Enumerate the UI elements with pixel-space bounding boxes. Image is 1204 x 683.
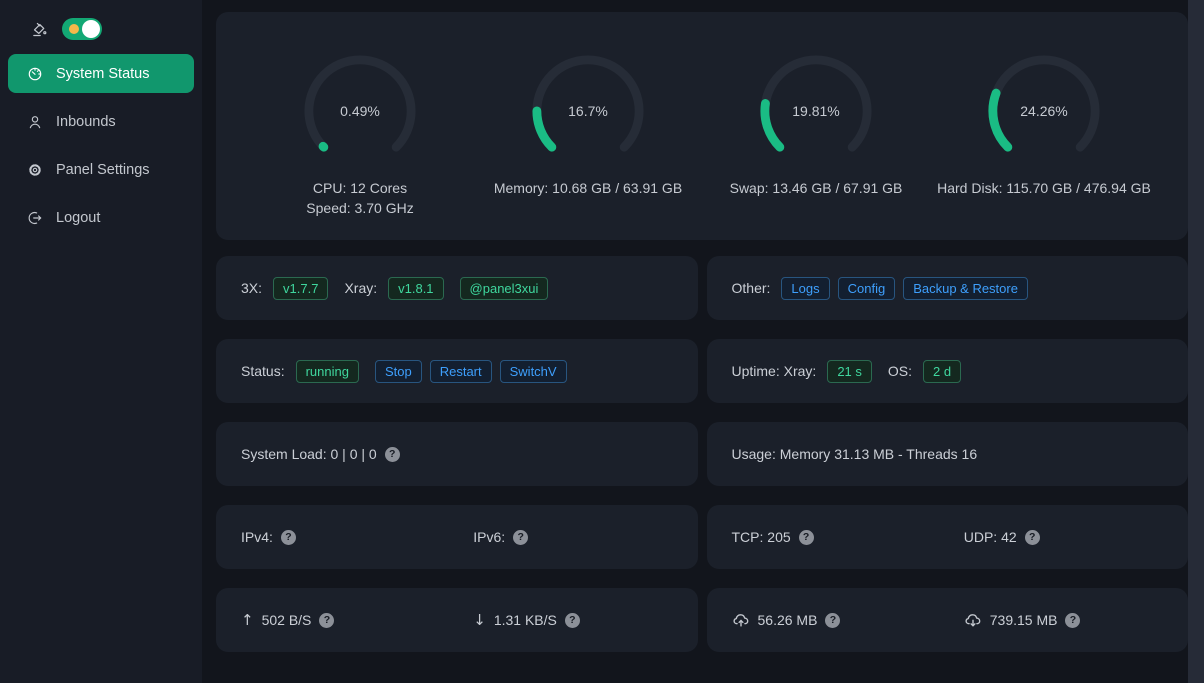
dark-mode-toggle[interactable] bbox=[62, 18, 102, 40]
sidebar-item-system-status[interactable]: System Status bbox=[8, 54, 194, 93]
xray-uptime-tag: 21 s bbox=[827, 359, 872, 383]
sent-total-text: 56.26 MB bbox=[757, 612, 818, 628]
help-icon[interactable]: ? bbox=[825, 612, 841, 628]
info-rows: 3X: v1.7.7 Xray: v1.8.1 @panel3xui Other… bbox=[216, 256, 1188, 652]
scrollbar-track[interactable] bbox=[1188, 0, 1204, 683]
swap-gauge-caption: Swap: 13.46 GB / 67.91 GB bbox=[729, 180, 903, 196]
download-speed-group: ↓ 1.31 KB/S ? bbox=[473, 611, 697, 629]
disk-gauge: 24.26% Hard Disk: 115.70 GB / 476.94 GB bbox=[930, 52, 1158, 240]
main-content: 0.49% CPU: 12 Cores Speed: 3.70 GHz 16.7… bbox=[202, 0, 1204, 683]
arrow-down-icon: ↓ bbox=[473, 611, 486, 629]
tcp-group: TCP: 205 ? bbox=[732, 529, 956, 545]
help-icon[interactable]: ? bbox=[1065, 612, 1081, 628]
help-icon[interactable]: ? bbox=[384, 446, 400, 462]
system-gauges-card: 0.49% CPU: 12 Cores Speed: 3.70 GHz 16.7… bbox=[216, 12, 1188, 240]
sidebar-item-inbounds[interactable]: Inbounds bbox=[8, 102, 194, 141]
telegram-handle-tag[interactable]: @panel3xui bbox=[459, 276, 549, 300]
help-icon[interactable]: ? bbox=[280, 529, 296, 545]
sidebar-item-label: System Status bbox=[56, 65, 150, 82]
uptime-xray-label: Uptime: Xray: bbox=[731, 363, 817, 379]
dashboard-icon bbox=[27, 66, 43, 82]
disk-gauge-caption: Hard Disk: 115.70 GB / 476.94 GB bbox=[937, 180, 1151, 196]
received-total-group: 739.15 MB ? bbox=[964, 611, 1188, 629]
udp-group: UDP: 42 ? bbox=[964, 529, 1188, 545]
os-uptime-tag: 2 d bbox=[923, 359, 962, 383]
upload-speed-group: ↑ 502 B/S ? bbox=[241, 611, 465, 629]
sidebar-item-logout[interactable]: Logout bbox=[8, 198, 194, 237]
restart-button[interactable]: Restart bbox=[429, 359, 492, 383]
status-running-tag: running bbox=[295, 359, 359, 383]
version-card: 3X: v1.7.7 Xray: v1.8.1 @panel3xui bbox=[216, 256, 698, 320]
other-actions-card: Other: Logs Config Backup & Restore bbox=[706, 256, 1188, 320]
uptime-card: Uptime: Xray: 21 s OS: 2 d bbox=[706, 339, 1188, 403]
traffic-total-card: 56.26 MB ? 739.15 MB ? bbox=[706, 588, 1188, 652]
backup-restore-button[interactable]: Backup & Restore bbox=[903, 276, 1028, 300]
usage-card: Usage: Memory 31.13 MB - Threads 16 bbox=[706, 422, 1188, 486]
received-total-text: 739.15 MB bbox=[989, 612, 1058, 628]
udp-count-text: UDP: 42 bbox=[963, 529, 1017, 545]
upload-speed-text: 502 B/S bbox=[261, 612, 312, 628]
switch-version-button[interactable]: SwitchV bbox=[499, 359, 567, 383]
help-icon[interactable]: ? bbox=[1024, 529, 1040, 545]
network-speed-card: ↑ 502 B/S ? ↓ 1.31 KB/S ? bbox=[216, 588, 698, 652]
ipv6-group: IPv6: ? bbox=[473, 529, 697, 545]
sent-total-group: 56.26 MB ? bbox=[732, 611, 956, 629]
help-icon[interactable]: ? bbox=[319, 612, 335, 628]
disk-gauge-value: 24.26% bbox=[1020, 103, 1068, 119]
cloud-download-icon bbox=[964, 611, 982, 629]
toggle-knob bbox=[82, 20, 100, 38]
uptime-os-label: OS: bbox=[887, 363, 913, 379]
cpu-gauge-caption: CPU: 12 Cores Speed: 3.70 GHz bbox=[306, 180, 414, 216]
tcp-count-text: TCP: 205 bbox=[731, 529, 791, 545]
sidebar: System Status Inbounds Panel Settings bbox=[0, 0, 202, 683]
xray-version-tag: v1.8.1 bbox=[388, 276, 444, 300]
gear-icon bbox=[27, 162, 43, 178]
sun-icon bbox=[69, 24, 79, 34]
ipv6-label: IPv6: bbox=[473, 529, 506, 545]
usage-text: Usage: Memory 31.13 MB - Threads 16 bbox=[731, 446, 978, 462]
xray-status-card: Status: running Stop Restart SwitchV bbox=[216, 339, 698, 403]
sidebar-nav: System Status Inbounds Panel Settings bbox=[0, 54, 202, 237]
sidebar-brand-row bbox=[0, 14, 202, 54]
disk-gauge-arc bbox=[988, 55, 1100, 152]
ipv4-label: IPv4: bbox=[241, 529, 273, 545]
other-label: Other: bbox=[731, 280, 771, 296]
help-icon[interactable]: ? bbox=[513, 529, 529, 545]
user-icon bbox=[27, 114, 43, 130]
logout-icon bbox=[27, 210, 43, 226]
memory-gauge-value: 16.7% bbox=[568, 103, 608, 119]
swap-gauge-arc bbox=[760, 55, 872, 152]
status-label: Status: bbox=[241, 363, 285, 379]
cpu-gauge-value: 0.49% bbox=[340, 103, 380, 119]
ip-card: IPv4: ? IPv6: ? bbox=[216, 505, 698, 569]
config-button[interactable]: Config bbox=[837, 276, 896, 300]
system-load-text: System Load: 0 | 0 | 0 bbox=[241, 446, 377, 462]
cpu-gauge-arc bbox=[304, 55, 416, 152]
system-load-card: System Load: 0 | 0 | 0 ? bbox=[216, 422, 698, 486]
cloud-upload-icon bbox=[732, 611, 750, 629]
help-icon[interactable]: ? bbox=[564, 612, 580, 628]
sidebar-item-label: Panel Settings bbox=[56, 161, 150, 178]
stop-button[interactable]: Stop bbox=[374, 359, 422, 383]
memory-gauge: 16.7% Memory: 10.68 GB / 63.91 GB bbox=[474, 52, 702, 240]
connections-card: TCP: 205 ? UDP: 42 ? bbox=[706, 505, 1188, 569]
xray-version-label: Xray: bbox=[344, 280, 378, 296]
theme-bucket-icon bbox=[31, 21, 48, 38]
sidebar-item-panel-settings[interactable]: Panel Settings bbox=[8, 150, 194, 189]
swap-gauge-value: 19.81% bbox=[792, 103, 840, 119]
ipv4-group: IPv4: ? bbox=[241, 529, 465, 545]
logs-button[interactable]: Logs bbox=[781, 276, 830, 300]
cpu-gauge: 0.49% CPU: 12 Cores Speed: 3.70 GHz bbox=[246, 52, 474, 240]
sidebar-item-label: Inbounds bbox=[56, 113, 116, 130]
help-icon[interactable]: ? bbox=[798, 529, 814, 545]
memory-gauge-caption: Memory: 10.68 GB / 63.91 GB bbox=[493, 180, 683, 196]
sidebar-item-label: Logout bbox=[56, 209, 101, 226]
memory-gauge-arc bbox=[532, 55, 644, 152]
swap-gauge: 19.81% Swap: 13.46 GB / 67.91 GB bbox=[702, 52, 930, 240]
panel-version-tag: v1.7.7 bbox=[273, 276, 329, 300]
panel-version-label: 3X: bbox=[241, 280, 263, 296]
arrow-up-icon: ↑ bbox=[241, 611, 254, 629]
download-speed-text: 1.31 KB/S bbox=[493, 612, 557, 628]
